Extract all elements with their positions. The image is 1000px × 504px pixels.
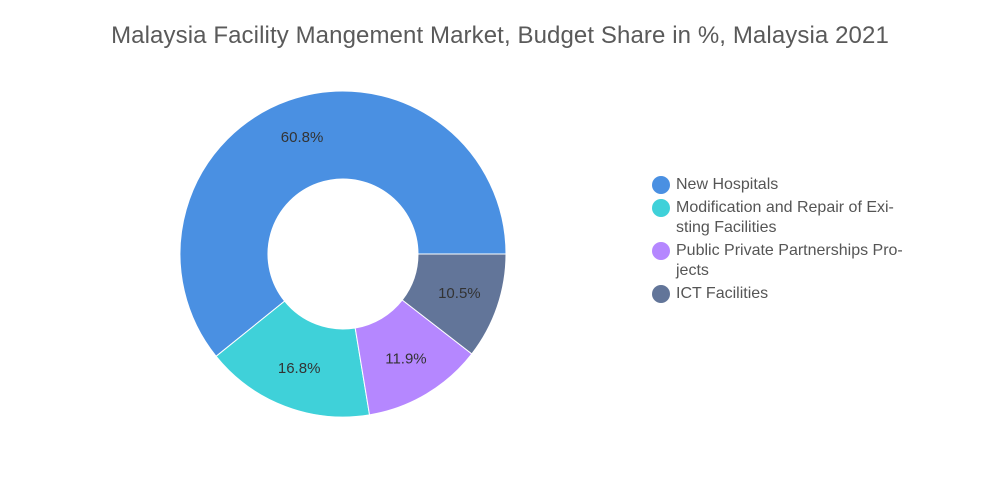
slice-value-label: 60.8% xyxy=(281,129,324,146)
slice-ict-facilities xyxy=(401,253,507,355)
legend-item: Modification and Repair of Exi-sting Fac… xyxy=(652,198,922,238)
slice-new-hospitals xyxy=(179,90,507,358)
legend-item: Public Private Partnerships Pro-jects xyxy=(652,241,922,281)
slice-value-label: 11.9% xyxy=(385,351,426,368)
legend-swatch xyxy=(652,199,670,217)
slice-value-label: 16.8% xyxy=(278,360,321,377)
legend-item: New Hospitals xyxy=(652,175,922,195)
legend-label: Public Private Partnerships Pro-jects xyxy=(676,242,903,279)
chart-legend: New Hospitals Modification and Repair of … xyxy=(652,175,922,307)
slice-value-label: 10.5% xyxy=(438,285,481,302)
slice-modification-repair xyxy=(215,300,371,418)
legend-swatch xyxy=(652,242,670,260)
legend-item: ICT Facilities xyxy=(652,284,922,304)
legend-swatch xyxy=(652,285,670,303)
chart-title: Malaysia Facility Mangement Market, Budg… xyxy=(111,22,889,49)
legend-label: Modification and Repair of Exi-sting Fac… xyxy=(676,199,894,236)
legend-label: ICT Facilities xyxy=(676,285,769,302)
legend-label: New Hospitals xyxy=(676,176,779,193)
legend-swatch xyxy=(652,176,670,194)
